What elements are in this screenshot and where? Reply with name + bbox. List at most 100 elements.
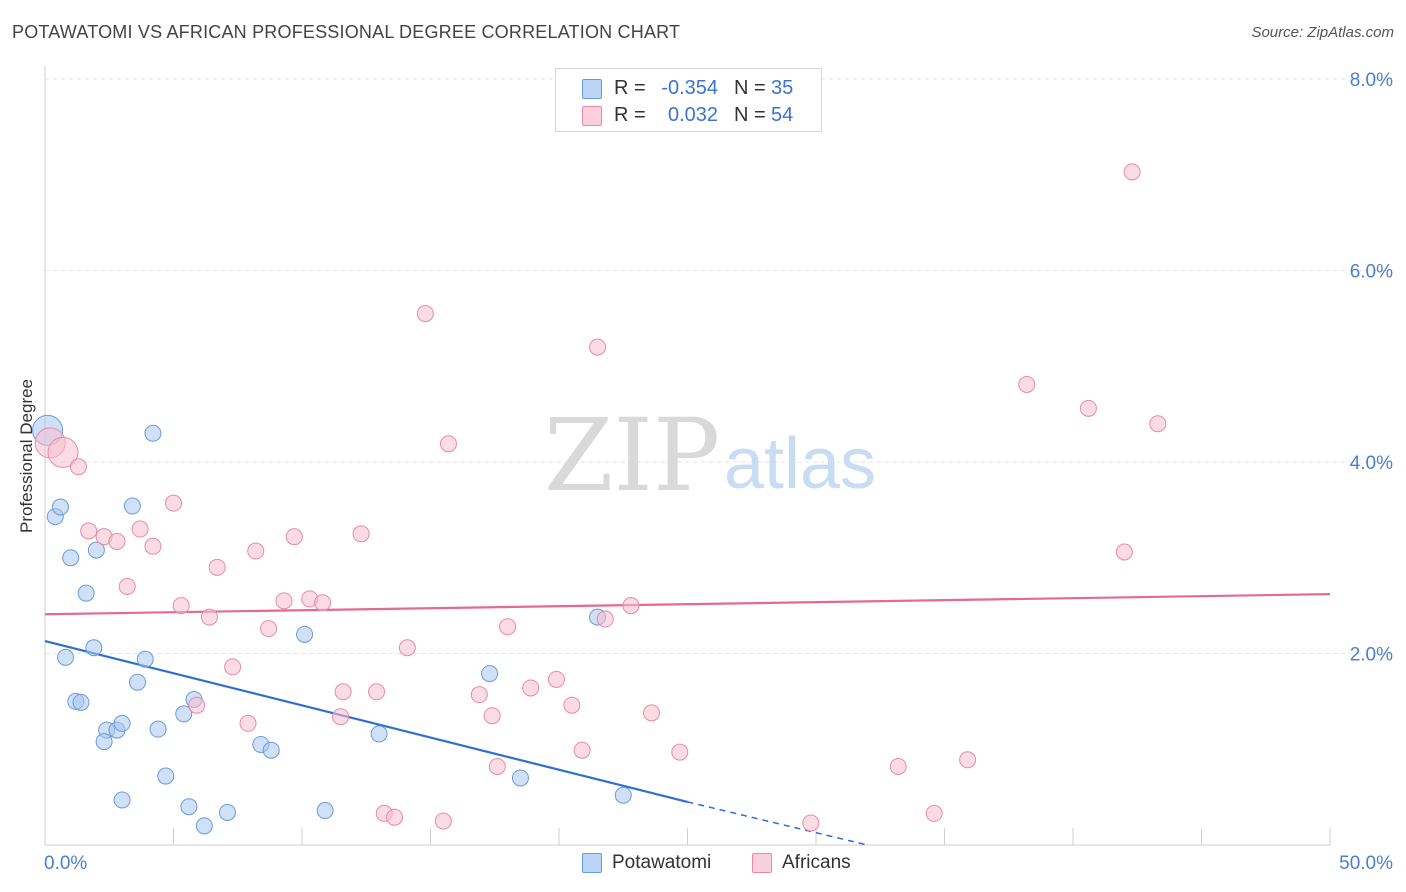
legend-r-label: R =	[614, 77, 646, 99]
data-point	[239, 714, 257, 732]
data-point	[332, 708, 350, 726]
trend-lines	[44, 593, 1331, 846]
data-point	[1123, 163, 1141, 181]
data-point	[85, 639, 103, 657]
data-point	[218, 803, 236, 821]
legend-swatch-africans	[752, 853, 772, 873]
data-point	[175, 705, 193, 723]
data-point	[136, 650, 154, 668]
data-point	[434, 812, 452, 830]
data-point	[80, 522, 98, 540]
legend-swatch-potawatomi	[582, 79, 602, 99]
data-point	[547, 670, 565, 688]
x-tick-label: 0.0%	[44, 853, 87, 874]
data-point	[262, 741, 280, 759]
data-point	[123, 497, 141, 515]
data-point	[224, 658, 242, 676]
data-point	[368, 683, 386, 701]
legend-row-africans: R = 0.032 N = 54	[556, 102, 821, 128]
data-point	[370, 725, 388, 743]
y-tick-label: 2.0%	[1350, 645, 1393, 666]
data-point	[573, 741, 591, 759]
stats-legend: R = -0.354 N = 35 R = 0.032 N = 54	[555, 68, 822, 132]
legend-n-label: N =	[734, 104, 766, 126]
legend-label-potawatomi: Potawatomi	[612, 852, 712, 873]
data-point	[643, 704, 661, 722]
data-point	[113, 714, 131, 732]
data-point	[314, 594, 332, 612]
legend-r-value: 0.032	[662, 104, 718, 126]
x-tick-label: 50.0%	[1339, 853, 1393, 874]
data-point	[200, 608, 218, 626]
data-point	[131, 520, 149, 538]
data-point	[188, 696, 206, 714]
tick-labels: 2.0% 4.0% 6.0% 8.0% 0.0% 50.0%	[44, 70, 1393, 874]
data-point	[275, 592, 293, 610]
data-point	[165, 494, 182, 512]
data-point	[1079, 399, 1097, 417]
y-tick-label: 8.0%	[1350, 70, 1393, 91]
data-point	[470, 686, 488, 704]
data-point	[1149, 415, 1167, 433]
data-point	[77, 584, 95, 602]
data-point	[129, 673, 147, 691]
data-point	[622, 597, 640, 615]
data-point	[483, 707, 501, 725]
data-point	[398, 639, 416, 657]
data-point	[208, 558, 226, 576]
data-point	[1018, 375, 1036, 393]
data-point	[499, 618, 517, 636]
data-point	[195, 817, 213, 835]
data-point	[511, 769, 529, 787]
data-point	[144, 424, 162, 442]
data-point	[95, 733, 113, 751]
data-point	[481, 665, 499, 683]
data-point	[671, 743, 689, 761]
legend-n-value: 35	[771, 77, 794, 99]
data-point	[62, 549, 80, 567]
data-point	[180, 798, 198, 816]
data-point	[802, 814, 820, 832]
trend-line	[44, 593, 1331, 616]
data-point	[959, 751, 977, 769]
data-point	[149, 720, 167, 738]
data-point	[334, 683, 352, 701]
data-point	[285, 528, 303, 546]
legend-swatch-potawatomi	[582, 853, 602, 873]
legend-n-label: N =	[734, 77, 766, 99]
data-point	[352, 525, 370, 543]
data-point	[416, 305, 434, 323]
data-point	[260, 620, 278, 638]
legend-row-potawatomi: R = -0.354 N = 35	[556, 75, 821, 101]
source-label: Source: ZipAtlas.com	[1251, 24, 1394, 41]
data-point	[563, 696, 581, 714]
y-tick-label: 6.0%	[1350, 262, 1393, 283]
data-point	[439, 435, 457, 453]
data-point	[69, 458, 87, 476]
data-point	[57, 648, 75, 666]
data-point	[51, 498, 69, 516]
data-point	[47, 436, 79, 468]
data-point	[522, 679, 540, 697]
data-point	[113, 791, 131, 809]
data-point	[172, 597, 190, 615]
legend-r-label: R =	[614, 104, 646, 126]
data-point	[316, 802, 334, 820]
chart-title: POTAWATOMI VS AFRICAN PROFESSIONAL DEGRE…	[12, 22, 681, 42]
data-point	[889, 757, 907, 775]
data-point	[589, 338, 607, 356]
data-point	[386, 808, 404, 826]
gridlines	[45, 78, 1392, 654]
y-tick-label: 4.0%	[1350, 453, 1393, 474]
data-point	[118, 577, 136, 595]
data-point	[488, 757, 506, 775]
data-point	[596, 610, 614, 628]
legend-label-africans: Africans	[782, 852, 851, 873]
data-point	[157, 767, 175, 785]
data-point	[614, 786, 632, 804]
trend-line-extension	[687, 801, 868, 846]
data-point	[925, 804, 943, 822]
data-points	[32, 163, 1167, 835]
watermark-atlas: atlas	[724, 424, 876, 504]
